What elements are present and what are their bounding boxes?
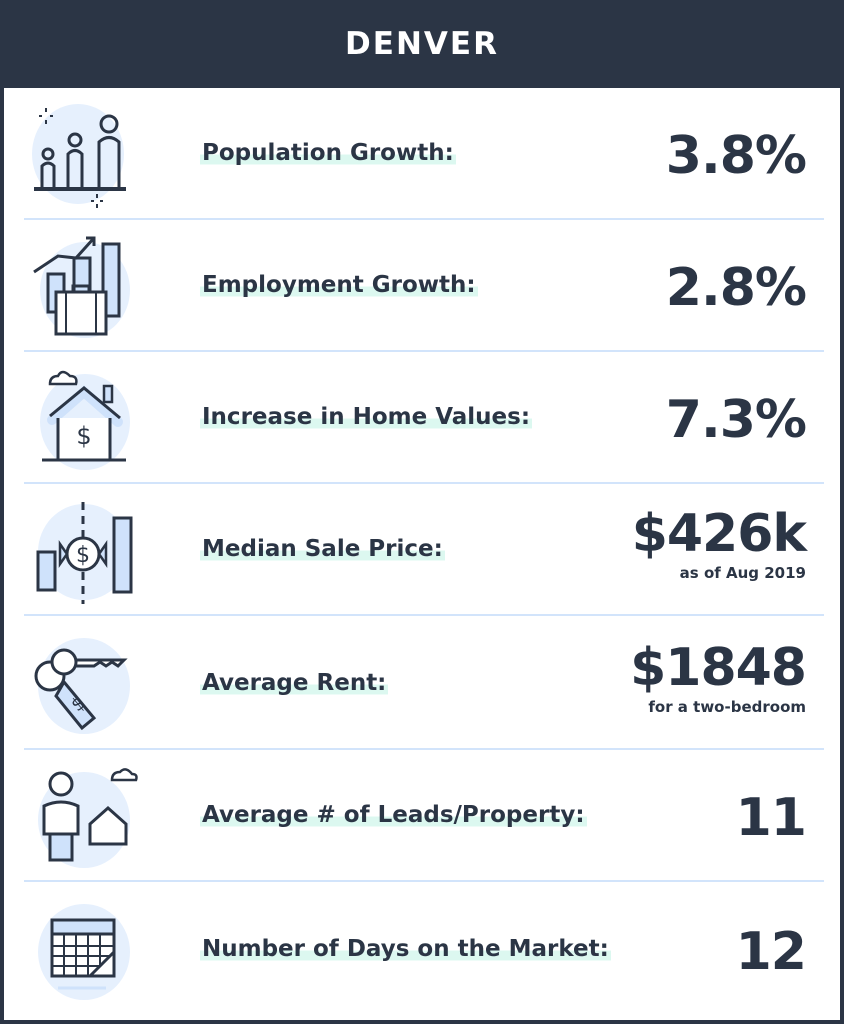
stat-label: Employment Growth:: [200, 272, 478, 298]
stat-label: Number of Days on the Market:: [200, 936, 611, 962]
stat-row-leads-per-property: Average # of Leads/Property: 11: [4, 750, 840, 882]
stat-subtext: as of Aug 2019: [679, 564, 806, 582]
stat-row-average-rent: $ Average Rent: $1848 for a two-bedroom: [4, 616, 840, 750]
stat-label: Population Growth:: [200, 140, 456, 166]
stat-value: 7.3%: [665, 390, 807, 450]
stat-value: 3.8%: [665, 126, 807, 186]
stat-label: Increase in Home Values:: [200, 404, 533, 430]
stat-value: 12: [735, 922, 807, 982]
employment-chart-briefcase-icon: [33, 236, 130, 338]
row-divider: [24, 218, 824, 220]
row-divider: [24, 614, 824, 616]
stats-card: Population Growth: 3.8% Employment Growt…: [4, 88, 840, 1020]
sale-price-chart-icon: $: [36, 502, 133, 604]
city-title: DENVER: [345, 26, 499, 62]
stat-subtext: for a two-bedroom: [648, 698, 806, 716]
calendar-icon: [38, 904, 130, 1000]
svg-text:$: $: [76, 422, 91, 450]
stat-row-population-growth: Population Growth: 3.8%: [4, 88, 840, 220]
stat-value: 11: [735, 788, 807, 848]
row-divider: [24, 350, 824, 352]
stat-row-home-values: $ Increase in Home Values: 7.3%: [4, 352, 840, 484]
person-house-icon: [38, 768, 138, 868]
stat-row-median-sale-price: $ Median Sale Price: $426k as of Aug 2019: [4, 484, 840, 616]
stat-value: $426k as of Aug 2019: [631, 504, 807, 582]
stat-row-days-on-market: Number of Days on the Market: 12: [4, 882, 840, 1020]
family-icon: [32, 104, 126, 208]
city-header: DENVER: [0, 0, 844, 88]
stat-value: $1848 for a two-bedroom: [630, 638, 807, 716]
row-divider: [24, 482, 824, 484]
stat-label: Median Sale Price:: [200, 536, 445, 562]
row-divider: [24, 880, 824, 882]
stat-label: Average Rent:: [200, 670, 389, 696]
key-price-tag-icon: $: [34, 638, 130, 734]
row-divider: [24, 748, 824, 750]
stat-value: 2.8%: [665, 258, 807, 318]
stat-row-employment-growth: Employment Growth: 2.8%: [4, 220, 840, 352]
svg-text:$: $: [76, 543, 90, 568]
house-dollar-icon: $: [40, 370, 130, 470]
stat-label: Average # of Leads/Property:: [200, 802, 587, 828]
